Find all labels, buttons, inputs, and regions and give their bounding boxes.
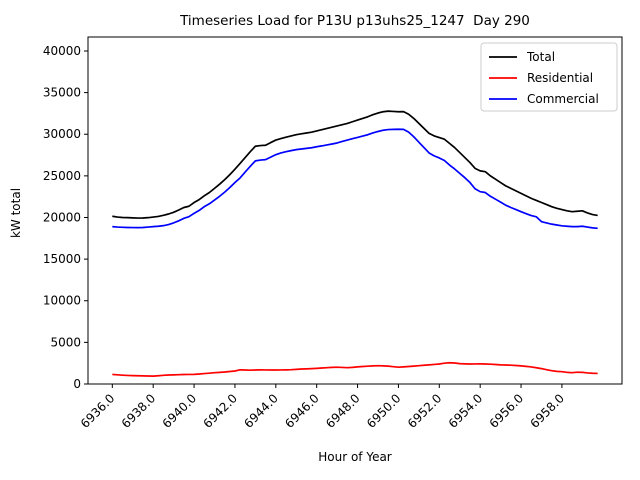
x-tick-label: 6950.0	[364, 391, 404, 431]
series-line-total	[112, 110, 598, 219]
legend-label-total: Total	[526, 50, 555, 64]
x-tick-label: 6938.0	[119, 391, 159, 431]
y-tick-label: 10000	[43, 294, 81, 308]
x-tick-label: 6958.0	[527, 391, 567, 431]
legend-label-residential: Residential	[527, 71, 593, 85]
y-tick-label: 40000	[43, 44, 81, 58]
legend: Total Residential Commercial	[480, 42, 618, 112]
x-tick-label: 6956.0	[487, 391, 527, 431]
y-tick-label: 30000	[43, 127, 81, 141]
x-tick-label: 6952.0	[405, 391, 445, 431]
legend-label-commercial: Commercial	[527, 92, 599, 106]
series-line-commercial	[112, 128, 598, 230]
y-tick-label: 15000	[43, 252, 81, 266]
y-tick-label: 20000	[43, 210, 81, 224]
plot-border	[87, 36, 623, 385]
x-tick-label: 6936.0	[78, 391, 118, 431]
x-tick-label: 6948.0	[323, 391, 363, 431]
chart-title: Timeseries Load for P13U p13uhs25_1247 D…	[179, 13, 530, 29]
x-tick-label: 6942.0	[200, 391, 240, 431]
y-axis-label: kW total	[9, 188, 23, 238]
y-tick-label: 0	[73, 377, 81, 391]
y-tick-label: 25000	[43, 169, 81, 183]
x-tick-label: 6954.0	[446, 391, 486, 431]
x-tick-label: 6940.0	[160, 391, 200, 431]
x-tick-label: 6946.0	[282, 391, 322, 431]
y-tick-label: 5000	[50, 335, 81, 349]
x-axis-label: Hour of Year	[318, 450, 392, 464]
x-tick-label: 6944.0	[241, 391, 281, 431]
y-tick-label: 35000	[43, 86, 81, 100]
legend-box	[480, 42, 618, 112]
x-axis-ticks: 6936.0 6938.0 6940.0 6942.0 6944.0 6946.0 6948…	[78, 384, 567, 431]
series-lines	[112, 110, 598, 377]
series-line-residential	[112, 361, 598, 377]
y-axis-ticks: 0 5000 10000 15000 20000 25000 30000 35000 40000	[43, 44, 88, 391]
